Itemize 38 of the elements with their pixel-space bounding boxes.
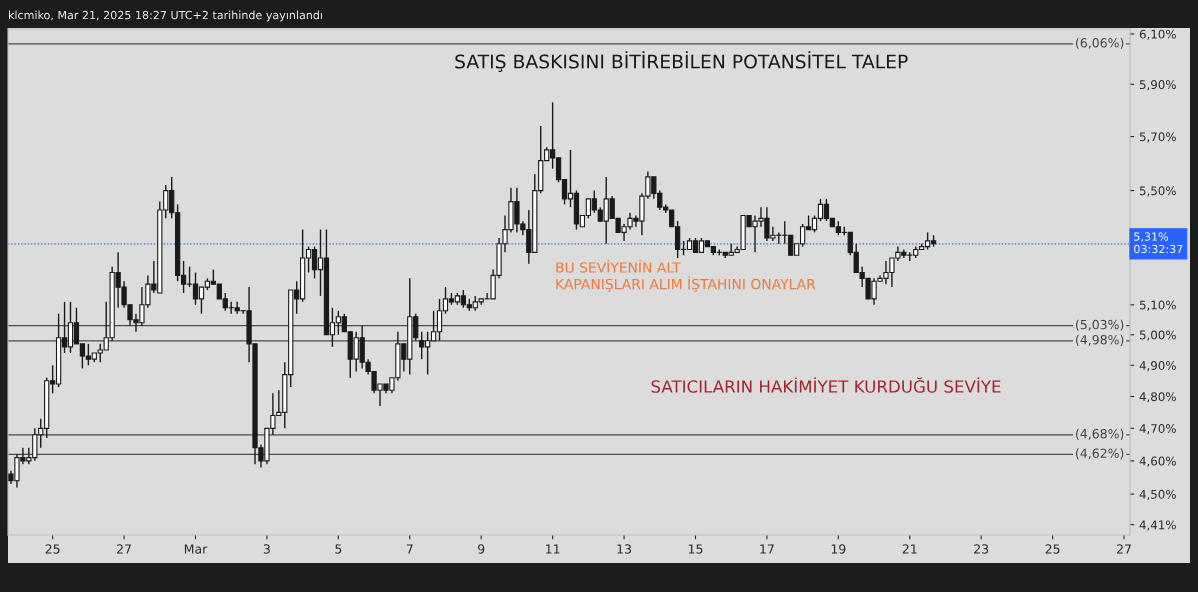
y-tick-label: 5,00%	[1139, 330, 1176, 341]
x-tick-label: 19	[831, 544, 846, 554]
ref-line-label: 5,31% 03:32:37	[1134, 232, 1183, 254]
text: klcmiko, Mar 21, 2025 18:27 UTC+2 tarihinde yayınlandı	[9, 10, 322, 22]
ref-line-label: (4,68%)	[1076, 428, 1124, 440]
ref-line-label: (6,06%)	[1076, 37, 1124, 49]
x-tick-label: 27	[117, 544, 131, 554]
x-tick-label: 25	[45, 544, 60, 554]
y-tick-label: 4,70%	[1139, 424, 1176, 435]
x-tick-label: 9	[478, 544, 485, 554]
y-tick-label: 5,70%	[1139, 132, 1176, 143]
x-tick-label: 3	[263, 544, 270, 554]
y-tick-label: 4,90%	[1139, 361, 1176, 372]
annotation: SATICILARIN HAKİMİYET KURDUĞU SEVİYE	[651, 377, 1001, 393]
y-tick-label: 4,50%	[1139, 489, 1176, 500]
x-tick-label: Mar	[184, 544, 208, 554]
x-tick-label: 11	[546, 544, 560, 554]
y-tick-label: 5,50%	[1139, 186, 1176, 197]
y-tick-label: 4,60%	[1139, 456, 1176, 467]
ref-line-label: (4,98%)	[1076, 334, 1124, 346]
y-tick-label: 5,90%	[1139, 80, 1176, 91]
y-tick-label: 4,41%	[1139, 520, 1176, 531]
y-tick-label: 6,10%	[1139, 29, 1176, 40]
x-tick-label: 15	[688, 544, 703, 554]
y-tick-label: 4,80%	[1139, 392, 1176, 403]
x-tick-label: 21	[902, 544, 917, 554]
ref-line-label: (5,03%)	[1076, 319, 1124, 331]
ref-line-label: (4,62%)	[1076, 448, 1124, 460]
y-tick-label: 5,10%	[1139, 300, 1176, 311]
x-tick-label: 23	[974, 544, 989, 554]
annotation: BU SEVİYENİN ALT KAPANIŞLARI ALIM İŞTAHINI ONAYLAR	[556, 259, 816, 292]
x-tick-label: 27	[1117, 544, 1131, 554]
x-tick-label: 17	[760, 544, 774, 554]
text: SATIŞ BASKISINI BİTİREBİLEN POTANSİTEL TALEP	[455, 51, 908, 72]
x-tick-label: 25	[1045, 544, 1060, 554]
x-tick-label: 5	[335, 544, 342, 554]
x-tick-label: 7	[406, 544, 413, 554]
x-tick-label: 13	[617, 544, 632, 554]
